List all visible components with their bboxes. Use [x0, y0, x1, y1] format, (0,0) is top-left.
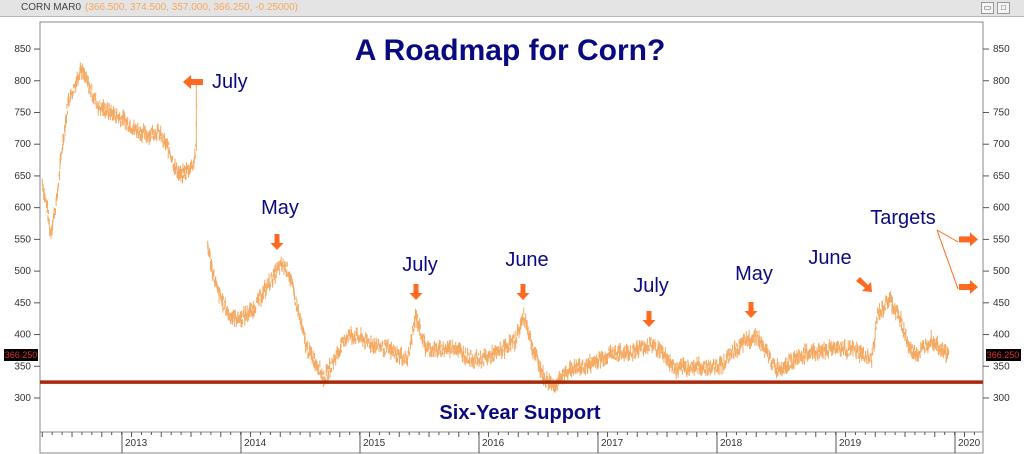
y-tick-label: 350 — [14, 361, 31, 372]
annotation-label: Targets — [870, 207, 936, 229]
annotation-label: July — [633, 275, 669, 297]
svg-text:366.250: 366.250 — [5, 350, 38, 360]
y-tick-label: 500 — [993, 266, 1010, 277]
chart-title: A Roadmap for Corn? — [355, 34, 666, 67]
x-tick-label: 2020 — [958, 438, 981, 449]
y-tick-label: 700 — [993, 139, 1010, 150]
last-price-badge-right: 366.250 — [986, 349, 1021, 361]
y-tick-label: 400 — [14, 330, 31, 341]
y-tick-label: 750 — [14, 107, 31, 118]
x-tick-label: 2017 — [601, 438, 624, 449]
y-tick-label: 400 — [993, 330, 1010, 341]
y-tick-label: 500 — [14, 266, 31, 277]
y-tick-label: 600 — [14, 203, 31, 214]
x-tick-label: 2019 — [839, 438, 862, 449]
y-tick-label: 700 — [14, 139, 31, 150]
svg-text:366.250: 366.250 — [987, 350, 1020, 360]
arrow-diagonal-icon — [856, 277, 872, 292]
y-tick-label: 350 — [993, 361, 1010, 372]
x-axis — [39, 431, 984, 454]
y-tick-label: 450 — [993, 298, 1010, 309]
arrow-down-icon — [409, 284, 423, 300]
x-tick-label: 2013 — [125, 438, 148, 449]
y-tick-label: 550 — [14, 234, 31, 245]
x-tick-label: 2015 — [363, 438, 386, 449]
arrow-down-icon — [642, 311, 656, 327]
y-tick-label: 650 — [14, 171, 31, 182]
annotation-label: June — [505, 249, 548, 271]
y-tick-label: 600 — [993, 203, 1010, 214]
y-tick-label: 800 — [14, 76, 31, 87]
y-tick-label: 750 — [993, 107, 1010, 118]
arrow-down-icon — [744, 302, 758, 318]
symbol-label: CORN MAR0 (366.500, 374.500, 357.000, 366… — [21, 2, 298, 13]
last-price-badge-left: 366.250 — [4, 349, 38, 361]
arrow-down-icon — [516, 284, 530, 300]
annotation-label: June — [808, 247, 851, 269]
arrow-right-icon — [959, 232, 978, 247]
maximize-button[interactable]: □ — [997, 2, 1010, 14]
x-tick-label: 2016 — [482, 438, 505, 449]
x-tick-label: 2018 — [720, 438, 743, 449]
y-tick-label: 800 — [993, 76, 1010, 87]
y-tick-label: 300 — [14, 393, 31, 404]
y-tick-label: 550 — [993, 234, 1010, 245]
arrow-down-icon — [270, 234, 284, 250]
arrow-left-icon — [183, 75, 203, 89]
arrow-right-icon — [959, 279, 978, 294]
target-pointer-line — [936, 229, 959, 290]
ohlc-values: (366.500, 374.500, 357.000, 366.250, -0.… — [85, 2, 298, 13]
x-tick-label: 2014 — [244, 438, 267, 449]
support-label: Six-Year Support — [439, 402, 600, 424]
annotation-label: July — [402, 254, 438, 276]
y-tick-label: 650 — [993, 171, 1010, 182]
annotation-label: May — [735, 263, 773, 285]
annotation-label: May — [261, 197, 299, 219]
restore-button[interactable]: ▭ — [981, 2, 994, 14]
target-pointer-line — [936, 229, 959, 243]
annotation-label: July — [212, 71, 248, 93]
chart-header: CORN MAR0 (366.500, 374.500, 357.000, 366… — [0, 0, 1024, 17]
y-tick-label: 850 — [14, 44, 31, 55]
plot-area — [39, 21, 984, 433]
y-tick-label: 300 — [993, 393, 1010, 404]
y-tick-label: 850 — [993, 44, 1010, 55]
y-tick-label: 450 — [14, 298, 31, 309]
